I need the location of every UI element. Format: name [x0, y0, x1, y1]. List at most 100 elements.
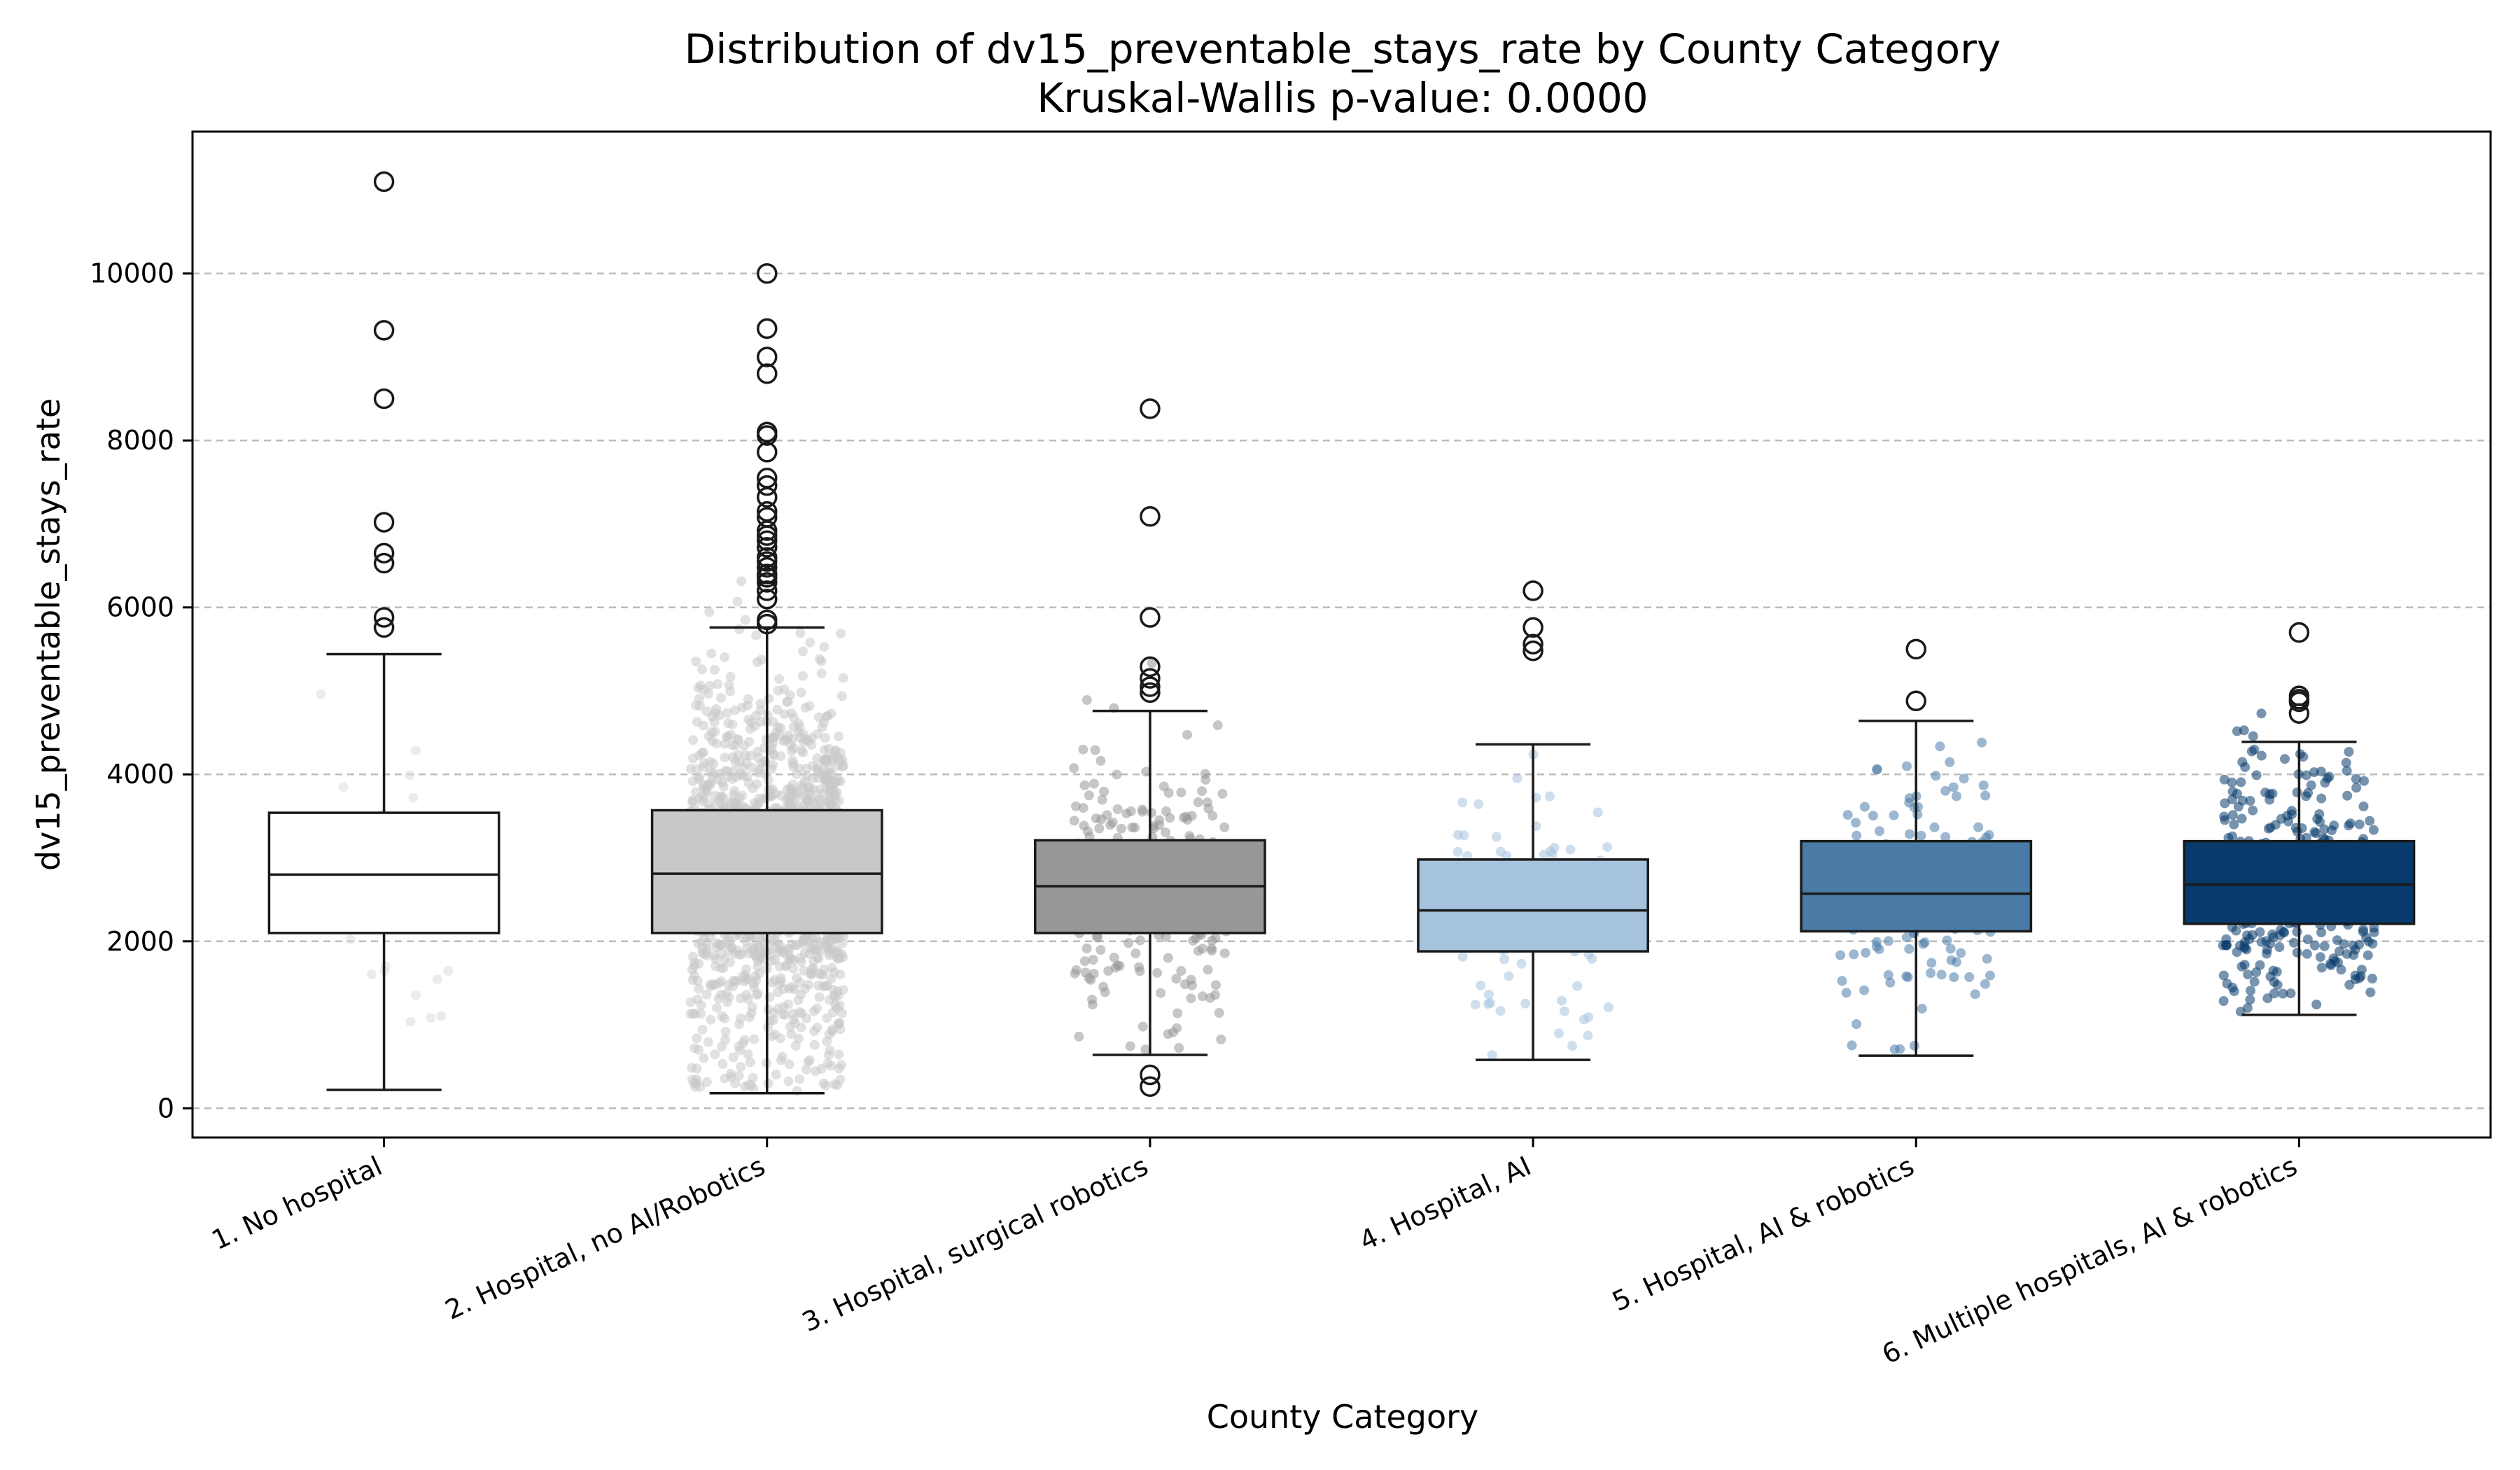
outlier-point: [757, 551, 778, 572]
jitter-point: [2239, 941, 2249, 952]
jitter-point: [778, 1009, 788, 1019]
jitter-point: [436, 1011, 447, 1021]
jitter-point: [2359, 776, 2370, 786]
jitter-point: [710, 1049, 720, 1060]
jitter-point: [381, 961, 391, 972]
jitter-point: [1219, 948, 1230, 958]
jitter-point: [1851, 1019, 1862, 1029]
jitter-point: [796, 989, 806, 1000]
jitter-point: [806, 964, 817, 974]
jitter-point: [2316, 766, 2326, 777]
jitter-point: [1203, 965, 1213, 975]
jitter-point: [819, 964, 830, 974]
boxplot: [1034, 398, 1266, 1098]
jitter-point: [743, 778, 754, 788]
jitter-point: [2365, 816, 2375, 826]
jitter-point: [819, 745, 830, 755]
jitter-point: [2350, 944, 2360, 955]
jitter-point: [722, 997, 733, 1007]
jitter-point: [1212, 720, 1223, 731]
jitter-point: [742, 974, 752, 985]
jitter-point: [802, 771, 812, 781]
jitter-point: [692, 976, 703, 986]
jitter-point: [718, 963, 729, 974]
jitter-point: [2220, 798, 2230, 808]
jitter-point: [795, 628, 806, 638]
jitter-point: [1603, 1002, 1614, 1012]
jitter-point: [1956, 948, 1966, 958]
jitter-point: [830, 949, 840, 960]
jitter-point: [2351, 774, 2361, 784]
jitter-point: [734, 624, 745, 634]
jitter-point: [778, 984, 789, 994]
jitter-point: [701, 989, 712, 1000]
jitter-point: [1125, 1041, 1135, 1051]
jitter-point: [709, 717, 720, 727]
jitter-point: [2316, 962, 2327, 973]
jitter-point: [1112, 804, 1123, 814]
outlier-point: [757, 346, 778, 368]
jitter-point: [1948, 782, 1959, 792]
box-iqr: [650, 808, 883, 934]
outlier-point: [757, 530, 778, 552]
outlier-point: [1140, 656, 1161, 678]
jitter-point: [2334, 946, 2344, 957]
jitter-point: [1161, 806, 1171, 816]
jitter-point: [1103, 965, 1114, 976]
jitter-point: [2344, 747, 2354, 757]
jitter-point: [2354, 819, 2365, 830]
jitter-point: [1554, 1028, 1564, 1039]
jitter-point: [703, 1037, 713, 1047]
jitter-point: [1861, 948, 1871, 958]
jitter-point: [1917, 1003, 1927, 1014]
jitter-point: [736, 1062, 746, 1072]
jitter-point: [817, 722, 827, 732]
jitter-point: [405, 770, 415, 780]
jitter-point: [2236, 961, 2247, 972]
outlier-point: [373, 542, 395, 564]
jitter-point: [2264, 789, 2275, 799]
jitter-point: [694, 983, 704, 994]
jitter-point: [2261, 936, 2272, 946]
jitter-point: [316, 689, 326, 699]
jitter-point: [755, 951, 766, 962]
jitter-point: [2246, 746, 2257, 757]
jitter-point: [2286, 988, 2296, 999]
jitter-point: [770, 955, 780, 965]
jitter-point: [2367, 974, 2377, 983]
jitter-point: [706, 778, 716, 788]
jitter-point: [1512, 774, 1522, 783]
jitter-point: [366, 969, 377, 980]
jitter-point: [687, 1074, 697, 1085]
jitter-point: [1176, 966, 1186, 976]
jitter-point: [1088, 955, 1098, 965]
jitter-point: [1919, 937, 1930, 948]
jitter-point: [2276, 925, 2286, 935]
jitter-point: [1147, 658, 1157, 668]
jitter-point: [723, 937, 734, 948]
jitter-point: [799, 799, 809, 809]
jitter-point: [1474, 799, 1484, 809]
jitter-point: [2342, 766, 2352, 776]
jitter-point: [1130, 948, 1141, 958]
jitter-point: [782, 696, 792, 707]
jitter-point: [1152, 967, 1163, 978]
jitter-point: [2232, 726, 2242, 736]
jitter-point: [1935, 741, 1945, 752]
jitter-point: [2229, 819, 2239, 830]
jitter-point: [2243, 969, 2253, 980]
jitter-point: [1093, 932, 1103, 943]
jitter-point: [828, 984, 839, 995]
jitter-point: [1188, 935, 1198, 946]
jitter-point: [1205, 993, 1215, 1003]
jitter-point: [745, 750, 755, 761]
jitter-point: [2319, 824, 2330, 834]
jitter-point: [828, 1007, 839, 1018]
jitter-point: [2245, 995, 2255, 1005]
jitter-point: [836, 691, 847, 701]
jitter-point: [1883, 969, 1893, 980]
jitter-point: [1078, 803, 1088, 813]
jitter-point: [1936, 969, 1947, 980]
jitter-point: [785, 1021, 795, 1032]
